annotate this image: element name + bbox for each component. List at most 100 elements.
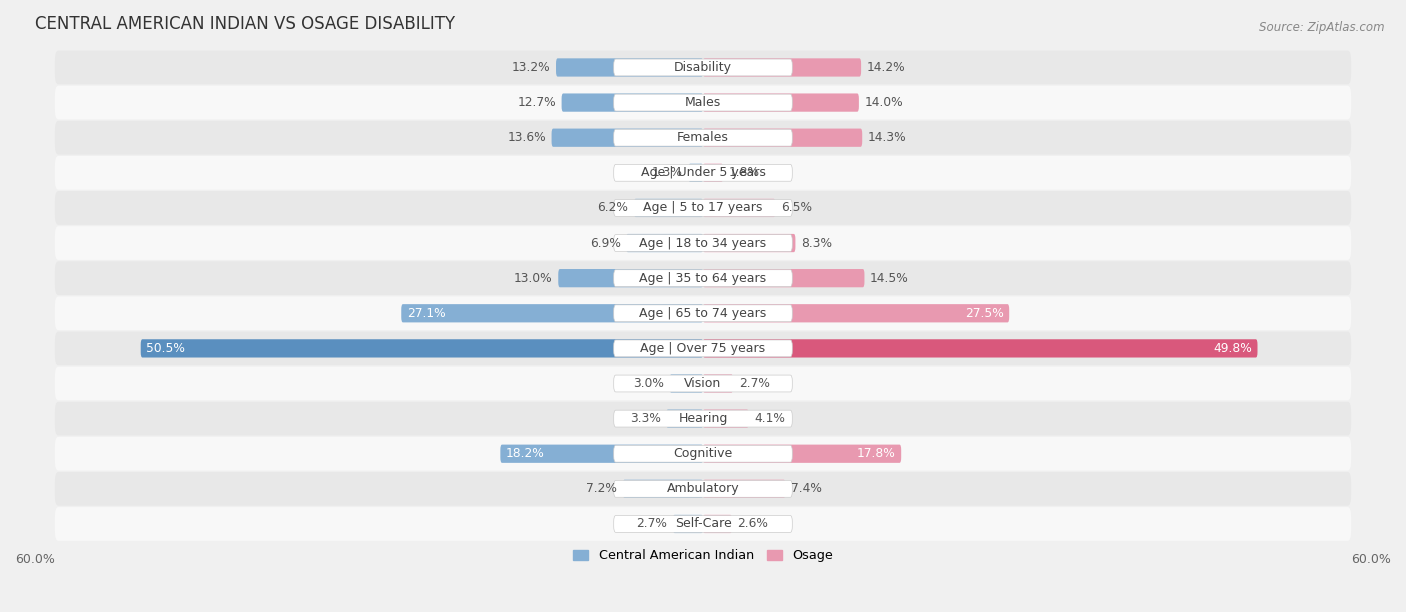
FancyBboxPatch shape	[55, 367, 1351, 400]
FancyBboxPatch shape	[55, 401, 1351, 436]
Legend: Central American Indian, Osage: Central American Indian, Osage	[568, 544, 838, 567]
FancyBboxPatch shape	[703, 163, 723, 182]
Text: 7.2%: 7.2%	[586, 482, 617, 495]
Text: Self-Care: Self-Care	[675, 518, 731, 531]
Text: 14.5%: 14.5%	[870, 272, 908, 285]
Text: Hearing: Hearing	[678, 412, 728, 425]
Text: Cognitive: Cognitive	[673, 447, 733, 460]
FancyBboxPatch shape	[55, 191, 1351, 225]
Text: 27.1%: 27.1%	[406, 307, 446, 320]
FancyBboxPatch shape	[613, 446, 793, 462]
FancyBboxPatch shape	[613, 200, 793, 217]
Text: 6.5%: 6.5%	[780, 201, 811, 214]
FancyBboxPatch shape	[613, 129, 793, 146]
FancyBboxPatch shape	[55, 226, 1351, 260]
FancyBboxPatch shape	[623, 480, 703, 498]
Text: 2.7%: 2.7%	[738, 377, 769, 390]
FancyBboxPatch shape	[634, 199, 703, 217]
FancyBboxPatch shape	[703, 234, 796, 252]
FancyBboxPatch shape	[703, 304, 1010, 323]
FancyBboxPatch shape	[703, 269, 865, 287]
Text: 18.2%: 18.2%	[506, 447, 544, 460]
FancyBboxPatch shape	[55, 472, 1351, 506]
FancyBboxPatch shape	[55, 121, 1351, 155]
Text: 14.3%: 14.3%	[868, 131, 907, 144]
Text: Age | 35 to 64 years: Age | 35 to 64 years	[640, 272, 766, 285]
Text: CENTRAL AMERICAN INDIAN VS OSAGE DISABILITY: CENTRAL AMERICAN INDIAN VS OSAGE DISABIL…	[35, 15, 456, 33]
Text: 2.6%: 2.6%	[738, 518, 769, 531]
FancyBboxPatch shape	[401, 304, 703, 323]
FancyBboxPatch shape	[703, 409, 748, 428]
Text: 6.2%: 6.2%	[598, 201, 628, 214]
FancyBboxPatch shape	[501, 444, 703, 463]
Text: 17.8%: 17.8%	[856, 447, 896, 460]
FancyBboxPatch shape	[703, 129, 862, 147]
Text: 2.7%: 2.7%	[637, 518, 668, 531]
FancyBboxPatch shape	[703, 444, 901, 463]
Text: 1.8%: 1.8%	[728, 166, 759, 179]
Text: 13.2%: 13.2%	[512, 61, 551, 74]
FancyBboxPatch shape	[703, 480, 786, 498]
FancyBboxPatch shape	[703, 375, 733, 393]
FancyBboxPatch shape	[55, 332, 1351, 365]
FancyBboxPatch shape	[703, 58, 860, 76]
FancyBboxPatch shape	[613, 165, 793, 181]
FancyBboxPatch shape	[55, 507, 1351, 541]
FancyBboxPatch shape	[613, 59, 793, 76]
FancyBboxPatch shape	[561, 94, 703, 112]
Text: Age | Over 75 years: Age | Over 75 years	[641, 342, 765, 355]
FancyBboxPatch shape	[613, 375, 793, 392]
Text: Age | 5 to 17 years: Age | 5 to 17 years	[644, 201, 762, 214]
Text: 3.0%: 3.0%	[633, 377, 664, 390]
FancyBboxPatch shape	[703, 339, 1257, 357]
Text: 14.0%: 14.0%	[865, 96, 903, 109]
FancyBboxPatch shape	[703, 515, 733, 533]
FancyBboxPatch shape	[558, 269, 703, 287]
FancyBboxPatch shape	[673, 515, 703, 533]
Text: Males: Males	[685, 96, 721, 109]
FancyBboxPatch shape	[613, 410, 793, 427]
FancyBboxPatch shape	[55, 156, 1351, 190]
Text: 6.9%: 6.9%	[589, 237, 620, 250]
FancyBboxPatch shape	[666, 409, 703, 428]
FancyBboxPatch shape	[703, 199, 775, 217]
FancyBboxPatch shape	[55, 51, 1351, 84]
FancyBboxPatch shape	[55, 296, 1351, 330]
FancyBboxPatch shape	[613, 270, 793, 286]
FancyBboxPatch shape	[551, 129, 703, 147]
Text: Disability: Disability	[673, 61, 733, 74]
FancyBboxPatch shape	[613, 94, 793, 111]
FancyBboxPatch shape	[703, 94, 859, 112]
FancyBboxPatch shape	[613, 340, 793, 357]
Text: 27.5%: 27.5%	[965, 307, 1004, 320]
FancyBboxPatch shape	[55, 437, 1351, 471]
FancyBboxPatch shape	[613, 234, 793, 252]
FancyBboxPatch shape	[689, 163, 703, 182]
Text: 4.1%: 4.1%	[754, 412, 785, 425]
FancyBboxPatch shape	[613, 480, 793, 498]
Text: 7.4%: 7.4%	[792, 482, 823, 495]
FancyBboxPatch shape	[613, 515, 793, 532]
Text: 13.0%: 13.0%	[515, 272, 553, 285]
FancyBboxPatch shape	[55, 261, 1351, 295]
Text: 3.3%: 3.3%	[630, 412, 661, 425]
Text: 14.2%: 14.2%	[866, 61, 905, 74]
FancyBboxPatch shape	[669, 375, 703, 393]
Text: Source: ZipAtlas.com: Source: ZipAtlas.com	[1260, 21, 1385, 34]
Text: 1.3%: 1.3%	[652, 166, 683, 179]
FancyBboxPatch shape	[626, 234, 703, 252]
FancyBboxPatch shape	[141, 339, 703, 357]
Text: Age | 18 to 34 years: Age | 18 to 34 years	[640, 237, 766, 250]
Text: Females: Females	[678, 131, 728, 144]
Text: 12.7%: 12.7%	[517, 96, 555, 109]
FancyBboxPatch shape	[613, 305, 793, 322]
Text: 13.6%: 13.6%	[508, 131, 546, 144]
Text: 50.5%: 50.5%	[146, 342, 186, 355]
Text: 8.3%: 8.3%	[801, 237, 832, 250]
FancyBboxPatch shape	[55, 86, 1351, 119]
Text: Ambulatory: Ambulatory	[666, 482, 740, 495]
Text: Vision: Vision	[685, 377, 721, 390]
Text: 49.8%: 49.8%	[1213, 342, 1251, 355]
Text: Age | 65 to 74 years: Age | 65 to 74 years	[640, 307, 766, 320]
Text: Age | Under 5 years: Age | Under 5 years	[641, 166, 765, 179]
